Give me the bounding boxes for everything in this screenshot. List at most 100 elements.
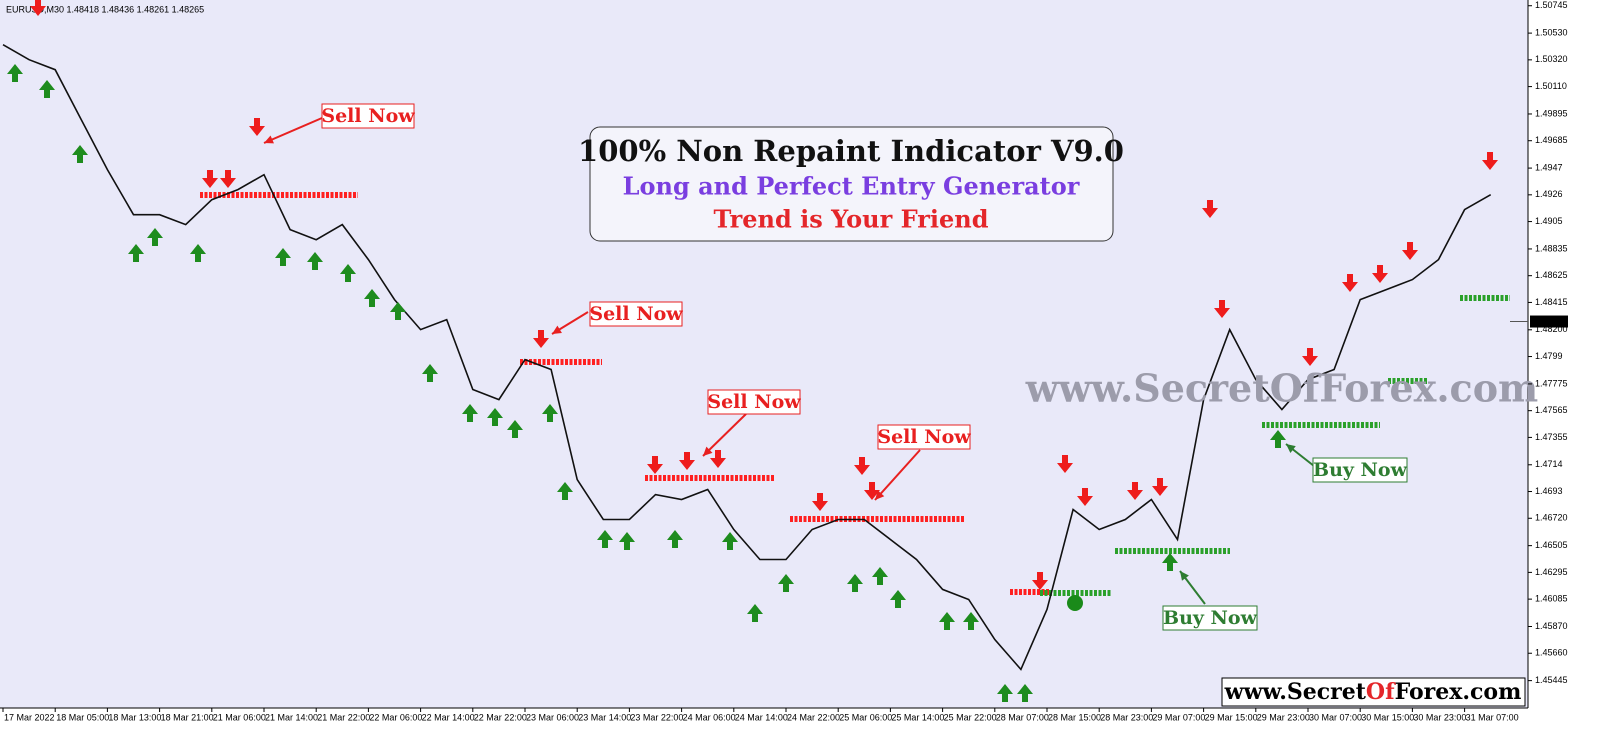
- y-tick-label: 1.49895: [1535, 108, 1568, 118]
- annotation-box: [1312, 457, 1408, 483]
- subtitle: Long and Perfect Entry Generator: [623, 172, 1080, 201]
- y-tick-label: 1.4905: [1535, 216, 1563, 226]
- y-tick-label: 1.50110: [1535, 81, 1567, 91]
- buy-arrow: [557, 482, 573, 500]
- buy-arrow: [847, 574, 863, 592]
- annotation-label: Sell Now: [589, 303, 683, 325]
- x-tick-label: 24 Mar 22:00: [787, 712, 840, 722]
- sell-arrow: [1127, 482, 1143, 500]
- annotation-box: [589, 301, 683, 327]
- y-tick-label: 1.4947: [1535, 162, 1563, 172]
- x-tick-label: 28 Mar 07:00: [996, 712, 1049, 722]
- y-tick-label: 1.48625: [1535, 270, 1568, 280]
- y-tick-label: 1.46720: [1535, 513, 1568, 523]
- x-tick-label: 21 Mar 14:00: [265, 712, 318, 722]
- buy-arrow: [1017, 684, 1033, 702]
- y-tick-label: 1.49685: [1535, 135, 1568, 145]
- annotation-label: Sell Now: [321, 105, 415, 127]
- x-tick-label: 17 Mar 2022: [4, 712, 55, 722]
- x-tick-label: 24 Mar 14:00: [735, 712, 788, 722]
- sell-arrow: [854, 457, 870, 475]
- x-tick-label: 22 Mar 22:00: [474, 712, 527, 722]
- sell-arrow: [249, 118, 265, 136]
- buy-arrow: [487, 408, 503, 426]
- buy-arrow: [872, 567, 888, 585]
- plot-background: [0, 0, 1528, 708]
- buy-arrow: [307, 252, 323, 270]
- sell-arrow: [1342, 274, 1358, 292]
- sell-arrow: [1032, 572, 1048, 590]
- x-tick-label: 25 Mar 14:00: [891, 712, 944, 722]
- sell-arrow: [1372, 265, 1388, 283]
- annotation-pointer-head: [1286, 444, 1296, 453]
- buy-arrow: [72, 145, 88, 163]
- buy-arrow: [7, 64, 23, 82]
- sell-arrow: [1152, 478, 1168, 496]
- x-tick-label: 18 Mar 05:00: [56, 712, 109, 722]
- y-tick-label: 1.4926: [1535, 189, 1563, 199]
- y-tick-label: 1.48415: [1535, 297, 1568, 307]
- annotation-box: [321, 103, 415, 129]
- x-tick-label: 25 Mar 06:00: [839, 712, 892, 722]
- sell-arrow: [812, 493, 828, 511]
- annotations: Sell Now Sell Now Sell Now Sell Now Buy Now B…: [263, 103, 1408, 631]
- sell-arrow: [710, 450, 726, 468]
- sell-arrow: [1214, 300, 1230, 318]
- buy-arrow: [667, 530, 683, 548]
- symbol-header: EURUSD,M30 1.48418 1.48436 1.48261 1.482…: [6, 4, 204, 14]
- indicator-levels: [200, 192, 1510, 611]
- annotation-label: Buy Now: [1313, 459, 1408, 481]
- buy-arrow: [722, 532, 738, 550]
- site-label-part: Of: [1366, 679, 1396, 705]
- site-label-part: www.Secret: [1224, 679, 1367, 705]
- x-tick-label: 28 Mar 23:00: [1100, 712, 1153, 722]
- sell-arrow: [533, 330, 549, 348]
- x-tick-label: 30 Mar 23:00: [1413, 712, 1466, 722]
- site-label: www.SecretOfForex.com: [1224, 679, 1522, 705]
- price-layer: [2, 44, 1492, 671]
- buy-arrow: [1162, 553, 1178, 571]
- y-tick-label: 1.50320: [1535, 54, 1568, 64]
- sell-arrow: [647, 456, 663, 474]
- title: 100% Non Repaint Indicator V9.0: [578, 134, 1124, 168]
- annotation-pointer-head: [875, 490, 885, 500]
- buy-arrow: [147, 228, 163, 246]
- x-tick-label: 22 Mar 06:00: [369, 712, 422, 722]
- sell-arrow: [220, 170, 236, 188]
- x-tick-label: 24 Mar 06:00: [683, 712, 736, 722]
- buy-arrow: [275, 248, 291, 266]
- y-tick-label: 1.50530: [1535, 27, 1568, 37]
- sell-arrow: [30, 0, 46, 16]
- annotation-label: Buy Now: [1163, 607, 1258, 629]
- y-tick-label: 1.48200: [1535, 324, 1568, 334]
- buy-arrow: [619, 532, 635, 550]
- sell-arrow: [1402, 242, 1418, 260]
- y-tick-label: 1.48835: [1535, 243, 1568, 253]
- y-tick-label: 1.46295: [1535, 567, 1568, 577]
- buy-arrow: [39, 80, 55, 98]
- buy-arrow: [422, 364, 438, 382]
- buy-arrow: [190, 244, 206, 262]
- y-tick-label: 1.50745: [1535, 0, 1568, 10]
- x-tick-label: 23 Mar 22:00: [630, 712, 683, 722]
- price-line: [2, 44, 1492, 671]
- y-tick-label: 1.46085: [1535, 594, 1568, 604]
- x-tick-label: 23 Mar 06:00: [526, 712, 579, 722]
- y-tick-label: 1.46505: [1535, 540, 1568, 550]
- annotation-pointer-head: [552, 325, 562, 334]
- subtitle: Trend is Your Friend: [714, 205, 989, 234]
- x-tick-label: 29 Mar 15:00: [1205, 712, 1258, 722]
- annotation-pointer: [263, 117, 323, 144]
- y-tick-label: 1.47565: [1535, 405, 1568, 415]
- y-tick-label: 1.47775: [1535, 378, 1568, 388]
- y-tick-label: 1.45870: [1535, 621, 1568, 631]
- annotation-pointer: [702, 413, 747, 457]
- x-tick-label: 18 Mar 13:00: [108, 712, 161, 722]
- buy-arrow: [462, 404, 478, 422]
- y-tick-label: 1.45660: [1535, 648, 1568, 658]
- annotation-pointer: [874, 449, 921, 501]
- annotation-label: Sell Now: [877, 426, 971, 448]
- buy-arrow: [542, 404, 558, 422]
- sell-arrow: [1482, 152, 1498, 170]
